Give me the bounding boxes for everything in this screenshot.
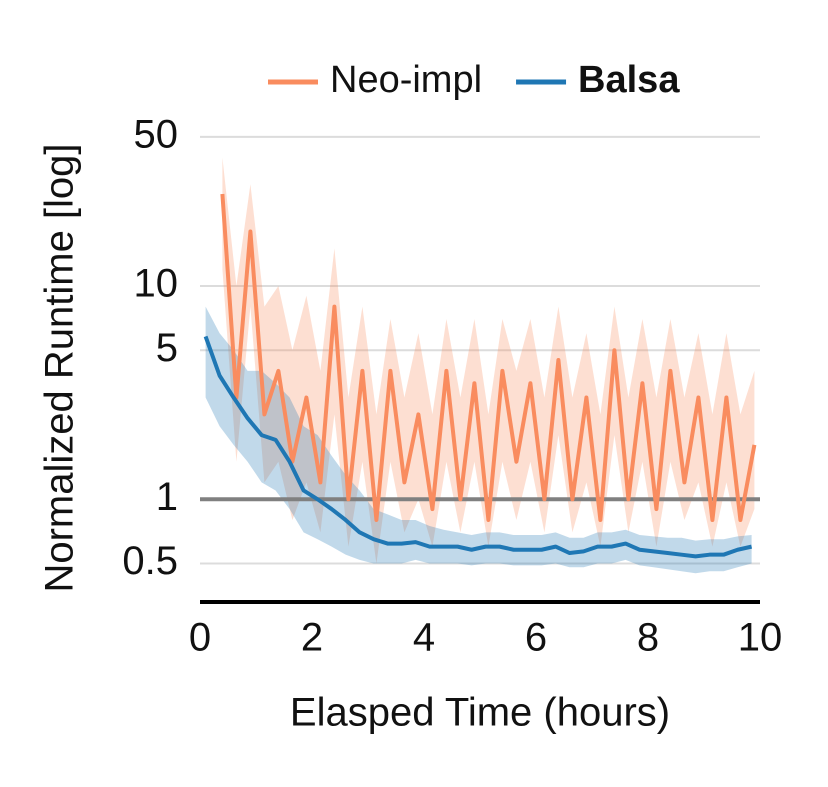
y-tick-label: 0.5 (122, 539, 178, 583)
y-tick-label: 1 (156, 475, 178, 519)
y-axis-label: Normalized Runtime [log] (38, 143, 82, 592)
series-line (203, 335, 753, 559)
x-tick-label: 4 (413, 616, 435, 660)
x-tick-label: 8 (637, 616, 659, 660)
y-tick-label: 5 (156, 326, 178, 370)
x-tick-label: 2 (301, 616, 323, 660)
y-tick-label: 50 (134, 112, 179, 156)
confidence-band (222, 157, 755, 564)
x-tick-label: 6 (525, 616, 547, 660)
legend-label: Neo-impl (330, 59, 482, 101)
x-tick-label: 10 (738, 616, 783, 660)
x-axis-label: Elasped Time (hours) (290, 691, 670, 735)
confidence-band (205, 306, 752, 574)
series-line (220, 193, 757, 522)
legend-label: Balsa (578, 59, 680, 101)
x-tick-label: 0 (189, 616, 211, 660)
y-tick-label: 10 (134, 262, 179, 306)
